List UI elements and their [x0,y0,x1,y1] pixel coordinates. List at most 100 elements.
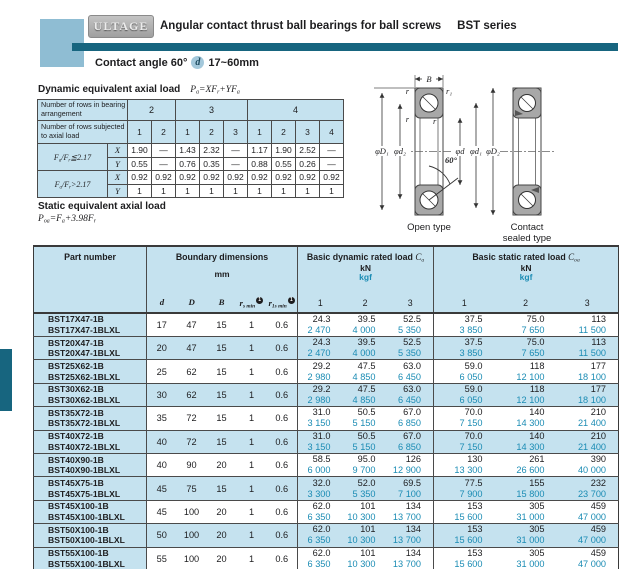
dynamic-load-cell: 31.0 3 150 [297,406,343,431]
dynamic-load-cell: 134 13 700 [387,546,434,569]
static-load-kgf: 47 000 [577,511,607,522]
dynamic-load-kgf: 6 350 [307,511,331,522]
part-number-cell: BST45X75-1B BST45X75-1BLXL [33,476,147,501]
static-load-kn: 210 [590,430,607,441]
width-cell: 15 [206,359,237,384]
chamfer-r1s-cell: 0.6 [266,452,298,477]
dynamic-load-kgf: 4 000 [352,348,376,359]
dynamic-load-kn: 31.0 [312,430,331,441]
static-load-kgf: 7 650 [521,348,545,359]
x-factor-label: X [107,143,128,158]
x-factor-value: 0.92 [295,170,320,185]
outer-diameter-cell: 62 [176,382,207,407]
chamfer-rs-cell: 1 [236,312,267,337]
static-load-cell: 390 40 000 [556,452,619,477]
static-load-kgf: 15 600 [454,511,483,522]
dim-phiD2-label: φD₂ [486,146,500,156]
dynamic-load-kgf: 5 150 [352,441,376,452]
part-number: BST35X72-1B [48,407,104,418]
chamfer-rs-cell: 1 [236,382,267,407]
bore-diameter-cell: 45 [146,499,177,524]
table-row: BST55X100-1B BST55X100-1BLXL 55 100 20 1 0.6 62… [33,546,619,569]
axial-rows-count: 4 [319,120,344,144]
static-load-kgf: 3 850 [459,325,483,335]
y-factor-value: — [151,156,176,171]
part-number: BST17X47-1B [48,314,104,325]
static-load-kgf: 14 300 [516,441,545,452]
unit-kgf-label: kgf [359,272,372,282]
static-load-cell: 459 47 000 [556,499,619,524]
bore-diameter-cell: 40 [146,452,177,477]
y-factor-value: 0.55 [271,156,296,171]
table-row: BST35X72-1B BST35X72-1BLXL 35 72 15 1 0.6 31.0 3… [33,406,619,431]
page-title-text: Angular contact thrust ball bearings for… [160,20,442,32]
dynamic-load-kn: 62.0 [312,547,331,558]
dynamic-load-kgf: 10 300 [347,535,376,546]
static-load-title: Static equivalent axial load [38,201,166,212]
dynamic-load-kn: 67.0 [403,430,422,441]
dynamic-load-cell: 63.0 6 450 [387,359,434,384]
footnote-1-icon: 1 [287,297,295,304]
static-load-kgf: 15 800 [516,488,545,499]
part-number-cell: BST45X100-1B BST45X100-1BLXL [33,499,147,524]
width-cell: 20 [206,523,237,548]
dynamic-load-kn: 50.5 [357,407,376,418]
x-factor-value: — [151,143,176,158]
table-row: BST45X75-1B BST45X75-1BLXL 45 75 15 1 0.6 32.0 3… [33,476,619,501]
y-factor-value: 0.35 [199,156,224,171]
static-load-kgf: 6 050 [459,371,483,382]
outer-diameter-cell: 62 [176,359,207,384]
dynamic-load-cell: 101 10 300 [342,523,388,548]
width-cell: 20 [206,452,237,477]
dynamic-load-kn: 50.5 [357,430,376,441]
static-load-kgf: 11 500 [578,348,607,359]
dynamic-load-cell: 39.5 4 000 [342,335,388,360]
seal-top [515,110,523,116]
static-load-cell: 153 15 600 [433,499,495,524]
bore-diameter-cell: 25 [146,359,177,384]
x-factor-value: 0.92 [175,170,200,185]
x-factor-value: 0.92 [247,170,272,185]
static-load-block: Static equivalent axial load Poa=Fa+3.98… [38,201,166,225]
condition-label: Fa/Fr≦2.17 [37,143,108,171]
axial-rows-count: 3 [295,120,320,144]
axial-rows-count: 1 [247,120,272,144]
dynamic-load-title: Dynamic equivalent axial load Pa=XFr+YFa [38,84,240,96]
width-cell: 15 [206,335,237,360]
chamfer-r1s-cell: 0.6 [266,523,298,548]
dynamic-load-cell: 47.5 4 850 [342,359,388,384]
x-factor-value: 2.32 [199,143,224,158]
static-load-kn: 77.5 [464,477,483,488]
footnote-1-icon: 1 [256,297,264,304]
static-load-kn: 70.0 [464,430,483,441]
static-load-kn: 70.0 [464,407,483,418]
condition-y-row: Y 0.55—0.76 0.35—0.88 0.55 0.26— [38,156,344,171]
group-4: 4 [247,99,344,121]
chamfer-rs-cell: 1 [236,499,267,524]
static-load-col: 2 [523,298,528,308]
part-number-cell: BST30X62-1B BST30X62-1BLXL [33,382,147,407]
y-factor-value: 0.55 [127,156,152,171]
dynamic-load-cell: 52.0 5 350 [342,476,388,501]
dynamic-load-kn: 134 [405,547,422,558]
dynamic-load-title-text: Dynamic equivalent axial load [38,84,181,95]
page-edge-tab [0,349,12,411]
chamfer-r1s-cell: 0.6 [266,406,298,431]
dynamic-load-kn: 39.5 [357,314,376,324]
dynamic-load-kgf: 2 470 [307,348,331,359]
static-load-kn: 261 [529,454,545,465]
dynamic-load-cell: 63.0 6 450 [387,382,434,407]
x-factor-value: 0.92 [151,170,176,185]
static-load-kgf: 40 000 [577,465,607,476]
part-number: BST17X47-1BLXL [48,325,121,335]
static-load-header: Basic static rated load Coa kN kgf 1 2 3 [433,246,619,314]
dim-col-label: r1s min1 [266,297,297,309]
bore-diameter-cell: 50 [146,523,177,548]
static-load-kgf: 15 600 [454,535,483,546]
x-factor-value: 1.17 [247,143,272,158]
dynamic-load-cell: 134 13 700 [387,523,434,548]
part-number-cell: BST40X90-1B BST40X90-1BLXL [33,452,147,477]
